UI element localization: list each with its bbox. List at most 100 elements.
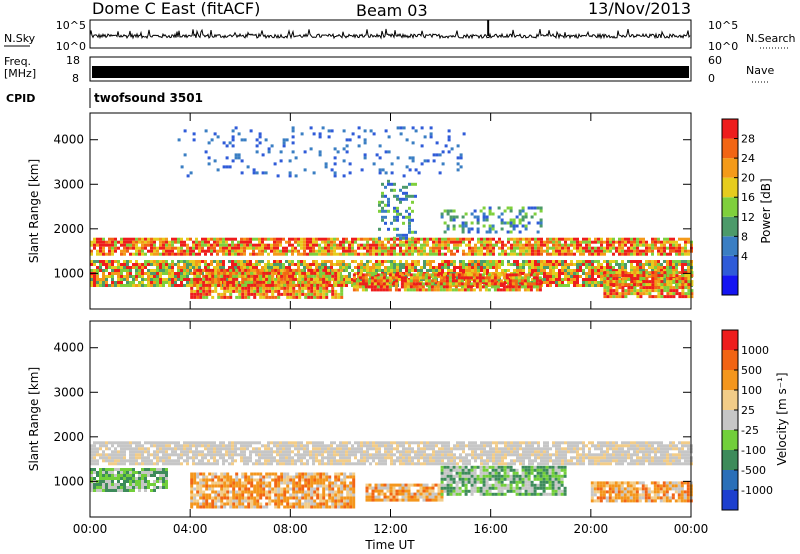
heatmap-cell — [249, 459, 252, 463]
heatmap-cell — [273, 243, 276, 247]
heatmap-cell — [144, 260, 147, 263]
heatmap-cell — [174, 441, 177, 445]
heatmap-cell — [513, 450, 516, 454]
heatmap-cell — [441, 150, 445, 154]
heatmap-cell — [522, 441, 525, 445]
heatmap-cell — [423, 263, 426, 266]
heatmap-cell — [207, 263, 210, 266]
heatmap-cell — [147, 459, 150, 463]
heatmap-cell — [633, 266, 636, 269]
heatmap-cell — [280, 274, 284, 278]
heatmap-cell — [663, 295, 667, 299]
heatmap-cell — [270, 441, 273, 445]
heatmap-cell — [318, 153, 322, 157]
heatmap-cell — [231, 240, 234, 244]
heatmap-cell — [513, 447, 516, 451]
heatmap-cell — [204, 462, 207, 466]
heatmap-cell — [627, 252, 630, 256]
heatmap-cell — [555, 275, 558, 278]
heatmap-cell — [199, 280, 203, 284]
heatmap-cell — [600, 272, 603, 275]
heatmap-cell — [509, 218, 513, 222]
heatmap-cell — [192, 462, 195, 466]
heatmap-cell — [472, 279, 476, 283]
heatmap-cell — [246, 263, 249, 266]
heatmap-cell — [591, 249, 594, 253]
heatmap-cell — [253, 280, 257, 284]
heatmap-cell — [186, 444, 189, 448]
heatmap-cell — [129, 260, 132, 263]
heatmap-cell — [141, 269, 144, 272]
heatmap-cell — [232, 268, 236, 272]
heatmap-cell — [597, 284, 600, 287]
heatmap-cell — [216, 459, 219, 463]
colorbar-tick-label: 8 — [741, 230, 748, 243]
heatmap-cell — [508, 279, 512, 283]
heatmap-cell — [279, 240, 282, 244]
heatmap-cell — [307, 286, 311, 290]
heatmap-cell — [609, 274, 613, 278]
heatmap-cell — [310, 277, 314, 281]
heatmap-cell — [291, 129, 295, 133]
heatmap-cell — [223, 286, 227, 290]
heatmap-cell — [351, 246, 354, 250]
heatmap-cell — [621, 246, 624, 250]
heatmap-cell — [393, 240, 396, 244]
heatmap-cell — [222, 456, 225, 460]
heatmap-cell — [513, 269, 516, 272]
heatmap-cell — [585, 260, 588, 263]
heatmap-cell — [384, 269, 387, 272]
heatmap-cell — [141, 249, 144, 253]
heatmap-cell — [462, 266, 465, 269]
heatmap-cell — [501, 447, 504, 451]
heatmap-cell — [325, 280, 329, 284]
heatmap-cell — [445, 288, 449, 292]
heatmap-cell — [660, 274, 664, 278]
heatmap-cell — [226, 283, 230, 287]
heatmap-cell — [120, 278, 123, 281]
heatmap-cell — [525, 237, 528, 241]
heatmap-cell — [657, 266, 660, 269]
heatmap-cell — [448, 273, 452, 277]
heatmap-cell — [393, 269, 396, 272]
heatmap-cell — [300, 453, 303, 457]
heatmap-cell — [459, 165, 463, 169]
heatmap-cell — [319, 271, 323, 275]
heatmap-cell — [222, 462, 225, 466]
heatmap-cell — [165, 444, 168, 448]
heatmap-cell — [582, 281, 585, 284]
heatmap-cell — [570, 249, 573, 253]
heatmap-cell — [615, 289, 619, 293]
heatmap-cell — [364, 285, 368, 289]
heatmap-cell — [396, 215, 399, 219]
heatmap-cell — [421, 288, 425, 292]
heatmap-cell — [168, 252, 171, 256]
heatmap-cell — [684, 271, 688, 275]
heatmap-cell — [306, 459, 309, 463]
heatmap-cell — [666, 292, 670, 296]
heatmap-cell — [99, 441, 102, 445]
heatmap-cell — [435, 453, 438, 457]
heatmap-cell — [325, 277, 329, 281]
heatmap-cell — [390, 243, 393, 247]
heatmap-cell — [588, 269, 591, 272]
heatmap-cell — [315, 453, 318, 457]
heatmap-cell — [345, 240, 348, 244]
heatmap-cell — [459, 441, 462, 445]
heatmap-cell — [660, 295, 664, 299]
heatmap-cell — [360, 450, 363, 454]
heatmap-cell — [405, 260, 408, 263]
heatmap-cell — [672, 269, 675, 272]
heatmap-cell — [207, 459, 210, 463]
heatmap-cell — [465, 243, 468, 247]
heatmap-cell — [357, 447, 360, 451]
heatmap-cell — [522, 459, 525, 463]
heatmap-cell — [513, 260, 516, 263]
heatmap-cell — [594, 266, 597, 269]
heatmap-cell — [331, 295, 335, 299]
heatmap-cell — [540, 252, 543, 256]
heatmap-cell — [684, 286, 688, 290]
heatmap-cell — [333, 246, 336, 250]
heatmap-cell — [390, 441, 393, 445]
heatmap-cell — [528, 441, 531, 445]
